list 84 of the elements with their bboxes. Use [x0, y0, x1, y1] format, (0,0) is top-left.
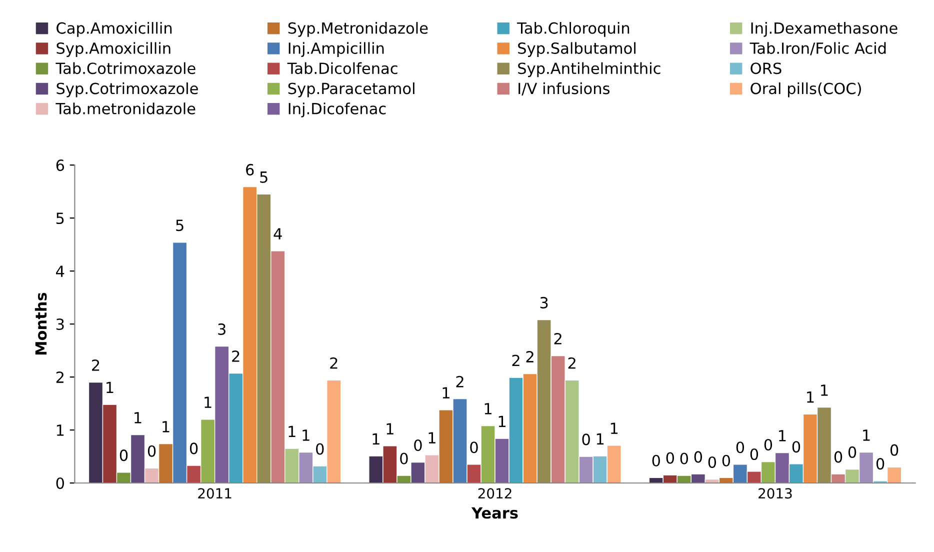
legend-label: Inj.Ampicillin [288, 42, 384, 57]
data-label: 0 [792, 441, 800, 453]
x-axis-title: Years [471, 507, 518, 519]
legend-label: Syp.Paracetamol [288, 82, 414, 98]
y-tick-label: 5 [56, 212, 64, 224]
y-tick-label: 3 [56, 318, 64, 330]
data-label: 0 [470, 442, 478, 454]
data-label: 1 [134, 412, 142, 424]
legend-label: ORS [750, 62, 782, 74]
data-label: 0 [582, 434, 590, 446]
y-axis-title: Months [34, 292, 47, 355]
y-tick-label: 6 [56, 160, 64, 172]
legend-label: Syp.Amoxicillin [56, 42, 170, 57]
data-label: 0 [148, 445, 156, 457]
data-label: 1 [779, 430, 786, 442]
data-label: 0 [652, 454, 660, 466]
data-label: 5 [176, 220, 184, 232]
data-label: 1 [484, 403, 492, 414]
legend-label: Inj.Dexamethasone [751, 22, 898, 37]
data-label: 0 [666, 452, 674, 464]
data-label: 1 [204, 396, 212, 408]
data-label: 0 [414, 439, 422, 452]
data-label: 5 [260, 172, 268, 183]
legend-label: Syp.Metronidazole [288, 22, 428, 37]
legend-label: Tab.Dicolfenac [287, 62, 398, 74]
data-label: 0 [722, 454, 730, 466]
data-label: 1 [821, 384, 828, 396]
data-label: 2 [232, 350, 240, 362]
legend-label: Inj.Dicofenac [288, 102, 386, 118]
data-label: 0 [750, 448, 758, 460]
data-label: 0 [190, 442, 198, 454]
data-label: 2 [456, 376, 464, 388]
legend-label: Tab.Iron/Folic Acid [750, 42, 886, 56]
data-label: 1 [498, 416, 506, 427]
data-label: 0 [764, 438, 772, 451]
data-label: 1 [807, 391, 814, 403]
data-label: 6 [246, 164, 254, 176]
data-label: 1 [428, 432, 436, 444]
data-label: 0 [694, 451, 702, 463]
data-label: 1 [302, 430, 310, 441]
y-tick-label: 4 [56, 266, 64, 277]
data-label: 2 [330, 357, 338, 369]
data-label: 2 [512, 354, 520, 366]
data-label: 0 [400, 452, 408, 464]
data-label: 1 [288, 426, 296, 438]
data-label: 2 [554, 332, 562, 344]
x-tick-label: 2013 [758, 488, 792, 499]
data-label: 1 [106, 382, 114, 394]
legend-label: Syp.Antihelminthic [518, 62, 660, 78]
data-label: 0 [316, 443, 324, 455]
data-label: 0 [708, 456, 716, 468]
data-label: 0 [680, 452, 688, 464]
data-label: 0 [848, 446, 856, 458]
legend-label: Cap.Amoxicillin [56, 22, 172, 37]
data-label: 1 [372, 433, 380, 444]
data-label: 0 [736, 442, 744, 454]
data-label: 0 [834, 451, 842, 463]
data-label: 1 [596, 433, 604, 444]
data-label: 2 [92, 359, 100, 371]
x-tick-label: 2012 [478, 488, 512, 499]
x-tick-label: 2011 [198, 488, 232, 499]
y-tick-label: 0 [56, 477, 64, 490]
data-label: 0 [120, 450, 128, 462]
data-label: 1 [610, 422, 618, 434]
legend-label: Syp.Cotrimoxazole [56, 82, 198, 98]
legend-label: Syp.Salbutamol [518, 42, 636, 57]
data-label: 3 [218, 323, 226, 335]
legend-label: Tab.Cotrimoxazole [56, 62, 196, 74]
data-label: 4 [274, 228, 282, 240]
data-label: 0 [876, 458, 884, 470]
data-label: 1 [386, 423, 394, 434]
data-label: 3 [540, 296, 548, 308]
legend-label: Tab.Chloroquin [517, 22, 630, 37]
data-label: 2 [568, 357, 576, 369]
data-label: 1 [863, 430, 870, 441]
data-label: 1 [442, 387, 450, 398]
data-label: 0 [890, 444, 898, 456]
y-tick-label: 2 [56, 371, 64, 383]
legend-label: I/V infusions [518, 82, 610, 96]
data-label: 1 [162, 421, 170, 432]
legend-label: Oral pills(COC) [750, 82, 861, 98]
y-tick-label: 1 [56, 424, 64, 436]
legend-label: Tab.metronidazole [56, 102, 196, 114]
data-label: 2 [526, 350, 534, 362]
